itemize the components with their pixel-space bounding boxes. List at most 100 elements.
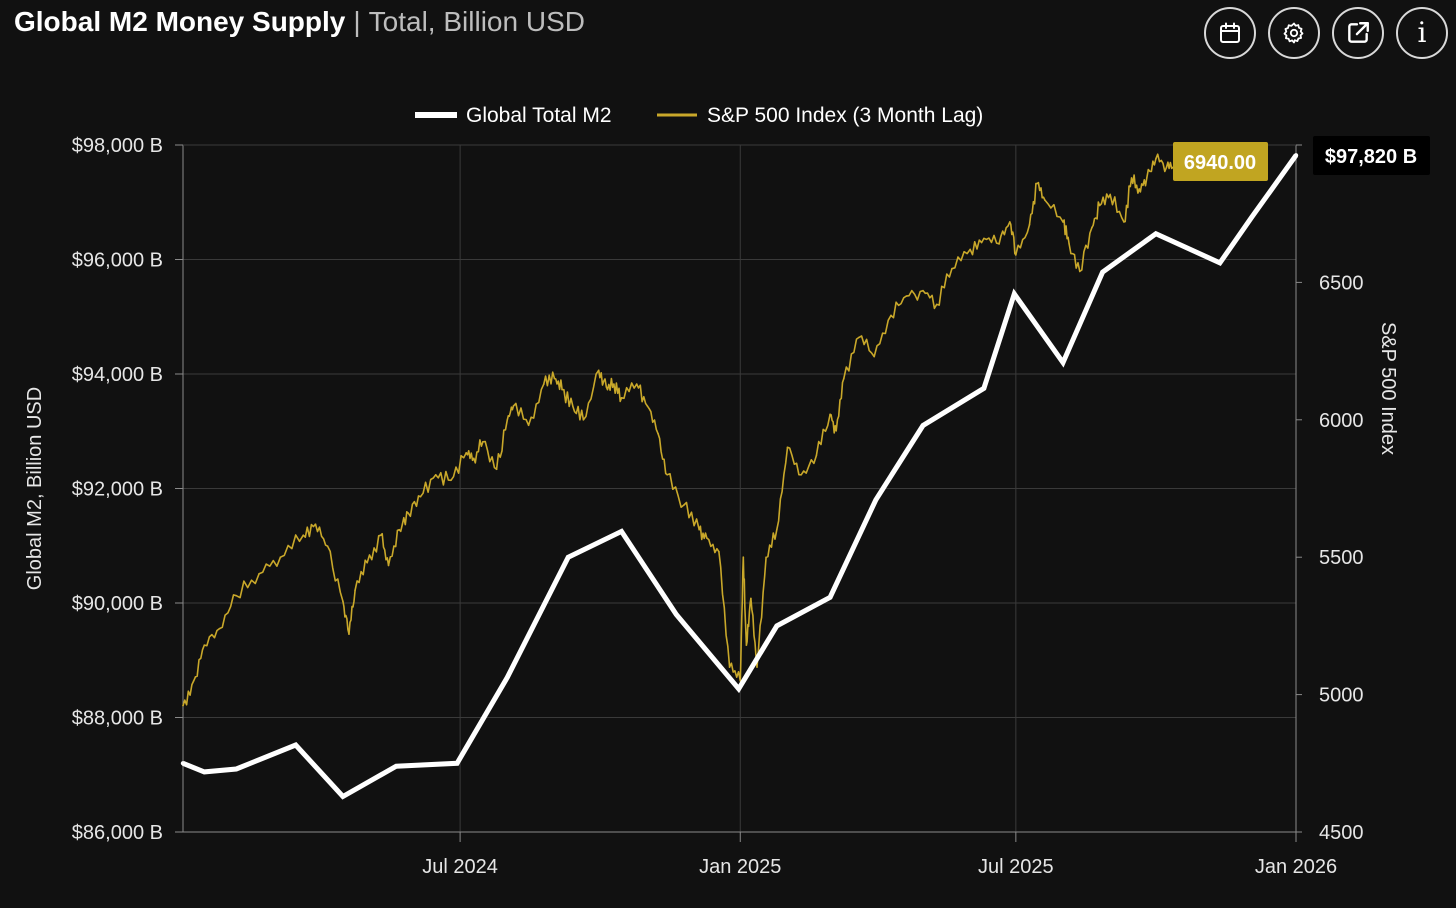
m2-data-point xyxy=(1217,260,1223,266)
m2-value-badge xyxy=(1313,136,1430,175)
sp500-data-point xyxy=(582,419,585,421)
sp500-data-point xyxy=(842,377,845,380)
sp500-data-point xyxy=(407,512,410,515)
m2-data-point xyxy=(1153,231,1159,236)
x-tick-label: Jan 2026 xyxy=(1255,856,1337,878)
sp500-data-point xyxy=(750,597,752,600)
sp500-data-point xyxy=(342,600,344,602)
sp500-data-point xyxy=(666,473,668,476)
toolbar: i xyxy=(1204,7,1448,59)
sp500-data-point xyxy=(561,388,563,391)
m2-data-point xyxy=(827,595,833,600)
sp500-data-point xyxy=(387,564,390,567)
sp500-data-point xyxy=(203,644,206,646)
sp500-data-point xyxy=(235,594,238,597)
m2-data-point xyxy=(202,769,207,775)
legend-label-m2: Global Total M2 xyxy=(466,104,612,127)
info-icon: i xyxy=(1417,16,1427,49)
sp500-data-point xyxy=(646,405,649,407)
m2-data-point xyxy=(1100,269,1105,275)
sp500-data-point xyxy=(605,386,608,388)
sp500-data-point xyxy=(348,633,350,635)
sp500-data-point xyxy=(935,303,938,306)
sp500-data-point xyxy=(1078,270,1081,273)
m2-data-point xyxy=(293,742,298,748)
sp500-data-point xyxy=(1155,157,1157,160)
legend-label-sp500: S&P 500 Index (3 Month Lag) xyxy=(707,104,983,127)
sp500-data-point xyxy=(718,550,720,553)
y-tick-label-left: $86,000 B xyxy=(72,822,163,844)
sp500-data-point xyxy=(835,429,837,432)
sp500-data-point xyxy=(742,556,745,558)
sp500-data-point xyxy=(258,572,260,575)
sp500-data-point xyxy=(1098,204,1101,207)
sp500-data-point xyxy=(983,237,985,240)
sp500-data-point xyxy=(495,468,498,471)
sp500-data-point xyxy=(1043,199,1046,201)
date-range-button[interactable] xyxy=(1204,7,1256,59)
y-tick-label-left: $94,000 B xyxy=(72,364,163,386)
m2-data-point xyxy=(393,763,399,769)
sp500-data-point xyxy=(1068,243,1070,245)
calendar-icon xyxy=(1220,22,1240,43)
m2-data-point xyxy=(340,794,346,799)
open-external-button[interactable] xyxy=(1332,7,1384,59)
m2-data-point xyxy=(1249,214,1255,220)
m2-data-point xyxy=(566,555,571,560)
gear-icon xyxy=(1283,22,1304,44)
sp500-data-point xyxy=(815,454,818,457)
m2-data-point xyxy=(981,386,987,391)
chart-subtitle: Total, Billion USD xyxy=(368,6,585,37)
y-tick-label-right: 4500 xyxy=(1319,822,1364,844)
settings-button[interactable] xyxy=(1268,7,1320,59)
sp500-data-point xyxy=(635,383,638,385)
x-tick-label: Jul 2024 xyxy=(422,856,498,878)
sp500-data-point xyxy=(998,243,1000,245)
sp500-data-point xyxy=(922,289,924,292)
chart-title: Global M2 Money Supply xyxy=(14,6,346,37)
sp500-data-point xyxy=(1062,221,1064,223)
y-tick-label-right: 5000 xyxy=(1319,685,1364,707)
sp500-data-point xyxy=(1028,223,1031,226)
sp500-data-point xyxy=(1109,193,1112,196)
sp500-data-point xyxy=(571,405,574,407)
m2-data-point xyxy=(234,766,239,772)
sp500-data-point xyxy=(482,440,484,443)
sp500-data-point xyxy=(326,545,329,548)
sp500-data-point xyxy=(434,473,437,476)
sp500-data-point xyxy=(969,248,971,251)
sp500-data-point xyxy=(683,504,685,506)
info-button[interactable]: i xyxy=(1396,7,1448,59)
sp500-data-point xyxy=(597,369,600,372)
sp500-data-point xyxy=(1008,221,1011,223)
sp500-data-point xyxy=(951,267,953,270)
sp500-data-point xyxy=(553,377,556,380)
sp500-value-badge xyxy=(1173,142,1268,181)
sp500-data-point xyxy=(302,534,305,537)
sp500-data-point xyxy=(1130,177,1133,179)
sp500-data-point xyxy=(279,556,282,558)
sp500-data-point xyxy=(218,627,221,630)
sp500-data-point xyxy=(543,383,545,385)
y-axis-title-left: Global M2, Billion USD xyxy=(24,387,46,590)
title-separator: | xyxy=(353,6,361,37)
sp500-data-point xyxy=(527,424,530,427)
sp500-data-point xyxy=(182,704,184,707)
m2-data-point xyxy=(920,423,926,428)
m2-data-point xyxy=(1293,153,1299,158)
sp500-data-point xyxy=(705,537,708,539)
y-tick-label-right: 6000 xyxy=(1319,410,1364,432)
sp500-data-point xyxy=(354,589,356,591)
sp500-data-point xyxy=(657,432,659,435)
m2-data-point xyxy=(454,761,460,766)
sp500-data-point xyxy=(776,528,778,531)
m2-data-point xyxy=(619,529,624,534)
y-tick-label-right: 6500 xyxy=(1319,272,1364,294)
sp500-data-point xyxy=(756,666,758,668)
sp500-data-point xyxy=(728,666,731,668)
sp500-data-point xyxy=(1138,188,1140,190)
chart-header: Global M2 Money Supply | Total, Billion … xyxy=(14,6,585,42)
sp500-data-point xyxy=(506,419,509,421)
m2-value-label: $97,820 B xyxy=(1325,146,1417,168)
